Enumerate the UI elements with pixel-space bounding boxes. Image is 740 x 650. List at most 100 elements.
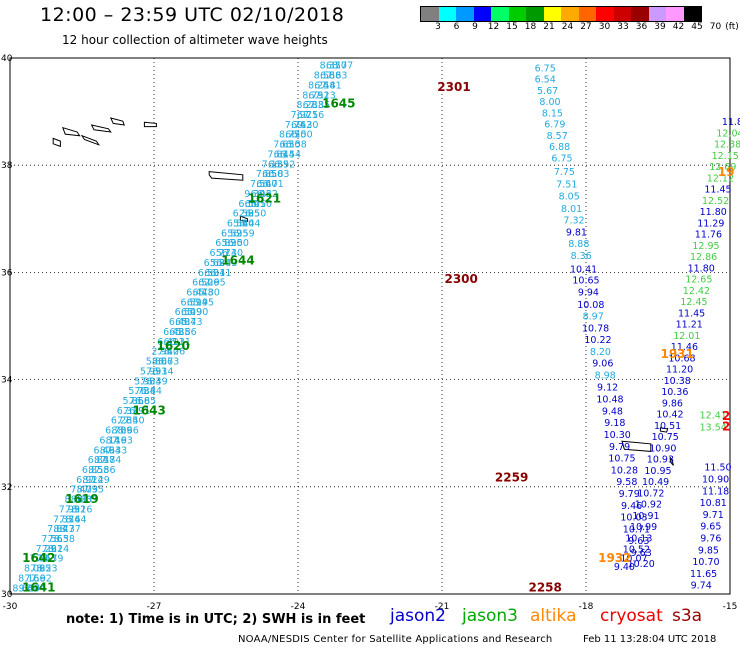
color-scale-label: 27 — [580, 22, 592, 32]
swh-value: 11.8 — [722, 117, 740, 128]
jason3-swh-value: 6.50 — [192, 278, 213, 289]
jason3-swh-value: 8.77 — [53, 524, 74, 535]
jason3-swh-value: 7.40 — [158, 347, 179, 358]
jason3-swh-value: 8.77 — [279, 130, 300, 141]
legend-item-cryosat: cryosat — [600, 606, 663, 626]
legend-item-altika: altika — [530, 606, 577, 626]
jason3-swh-value: 9.30 — [297, 120, 318, 131]
swh-value: 9.63 — [631, 548, 652, 559]
map-title: 12:00 – 23:59 UTC 02/10/2018 — [40, 4, 345, 26]
swh-value: 11.46 — [671, 342, 698, 353]
jason3-swh-value: 9.30 — [19, 583, 40, 594]
jason3-swh-value: 6.50 — [245, 209, 266, 220]
swh-value: 9.76 — [700, 533, 721, 544]
swh-value: 11.18 — [702, 486, 729, 497]
jason3-swh-value: 6.83 — [215, 238, 236, 249]
jason3-swh-value: 7.35 — [83, 485, 104, 496]
jason3-swh-value: 8.09 — [111, 426, 132, 437]
swh-value: 12.04 — [716, 128, 740, 139]
jason3-swh-value: 6.71 — [263, 179, 284, 190]
swh-value: 9.74 — [691, 581, 712, 592]
color-swatch — [421, 7, 439, 21]
x-tick-label: -21 — [435, 602, 450, 612]
jason3-swh-value: 7.29 — [36, 544, 57, 555]
jason3-swh-value: 6.41 — [245, 199, 266, 210]
jason3-swh-value: 5.86 — [123, 396, 144, 407]
jason3-swh-value: 6.91 — [76, 475, 97, 486]
jason3-swh-value: 7.63 — [48, 534, 69, 545]
swh-value: 10.22 — [584, 335, 611, 346]
color-scale-label: 39 — [654, 22, 666, 32]
jason3-swh-value: 7.85 — [256, 169, 277, 180]
jason3-swh-value: 6.49 — [94, 445, 115, 456]
jason3-swh-value: 7.84 — [135, 386, 156, 397]
jason3-swh-value: 7.33 — [53, 514, 74, 525]
jason3-swh-value: 7.40 — [123, 416, 144, 427]
jason3-swh-value: 8.37 — [320, 61, 341, 72]
y-tick-label: 30 — [1, 590, 13, 600]
jason3-swh-value: 6.31 — [117, 406, 138, 417]
jason3-swh-value: 6.73 — [158, 357, 179, 368]
y-tick-label: 40 — [1, 54, 13, 64]
jason3-swh-value: 6.71 — [297, 110, 318, 121]
swh-value: 9.79 — [619, 489, 640, 500]
swh-value: 10.70 — [692, 557, 719, 568]
swh-value: 8.00 — [539, 97, 560, 108]
jason3-swh-value: 8.23 — [71, 495, 92, 506]
island-outline — [52, 137, 61, 148]
jason3-swh-value: 7.81 — [42, 544, 63, 555]
island-outline — [239, 215, 249, 223]
jason3-swh-value: 6.85 — [82, 465, 103, 476]
jason3-swh-value: 6.44 — [186, 288, 207, 299]
swh-value: 10.48 — [596, 395, 623, 406]
island-outline — [208, 171, 244, 181]
jason3-swh-value: 6.84 — [141, 386, 162, 397]
color-swatch — [491, 7, 509, 21]
jason3-swh-value: 8.37 — [60, 524, 81, 535]
color-scale-label: 45 — [691, 22, 703, 32]
jason3-swh-value: 5.95 — [140, 366, 161, 377]
swh-value: 12.45 — [680, 297, 707, 308]
jason3-swh-value: 6.62 — [291, 120, 312, 131]
swh-value: 12.52 — [702, 196, 729, 207]
color-scale-label: 24 — [561, 22, 574, 32]
jason3-swh-value: 5.90 — [221, 238, 242, 249]
swh-value: 9.46 — [621, 501, 642, 512]
jason3-swh-value: 7.85 — [309, 100, 330, 111]
color-swatch — [543, 7, 561, 21]
swh-value: 6.79 — [544, 120, 565, 131]
island-outline — [143, 121, 157, 128]
swh-value: 10.49 — [642, 477, 669, 488]
swh-value: 11.29 — [697, 218, 724, 229]
swh-value: 10.51 — [654, 421, 681, 432]
color-scale-label: 42 — [672, 22, 685, 32]
jason3-swh-value: 6.41 — [157, 337, 178, 348]
jason3-swh-value: 5.90 — [187, 307, 208, 318]
jason3-swh-value: 7.33 — [140, 376, 161, 387]
jason3-swh-value: 7.92 — [31, 573, 52, 584]
color-swatch — [613, 7, 631, 21]
swh-value: 11.76 — [695, 230, 722, 241]
island-outline — [621, 440, 652, 452]
swh-value: 9.94 — [578, 287, 599, 298]
jason3-swh-value: 6.26 — [111, 416, 132, 427]
swh-value: 10.28 — [611, 465, 638, 476]
jason3-swh-value: 7.56 — [94, 465, 115, 476]
jason3-swh-value: 7.56 — [250, 179, 271, 190]
jason3-swh-value: 5.86 — [176, 327, 197, 338]
jason3-swh-value: 7.13 — [315, 90, 336, 101]
color-swatch — [683, 7, 701, 21]
swh-value: 9.71 — [703, 510, 724, 521]
color-scale-label: 12 — [487, 22, 500, 32]
jason3-swh-value: 6.50 — [198, 268, 219, 279]
island-outline — [90, 124, 112, 133]
swh-value: 9.63 — [628, 536, 649, 547]
color-scale-label: 6 — [453, 22, 460, 32]
swh-value: 9.85 — [698, 545, 719, 556]
color-swatch — [648, 7, 666, 21]
footer-note: note: 1) Time is in UTC; 2) SWH is in fe… — [66, 612, 366, 627]
swh-value: 12.95 — [692, 241, 719, 252]
pass-time-label: 1645 — [322, 96, 355, 110]
pass-time-label: 2301 — [437, 80, 470, 94]
